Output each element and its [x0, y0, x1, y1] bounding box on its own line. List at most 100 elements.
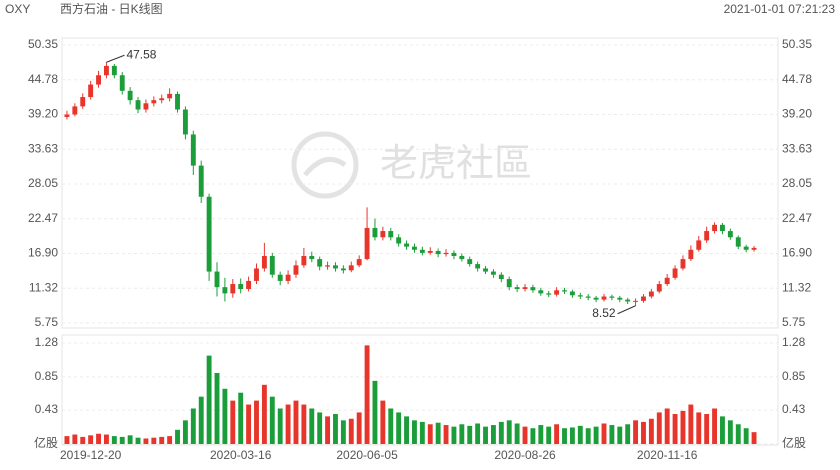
- candle-body: [198, 165, 204, 197]
- candle-body: [151, 100, 157, 104]
- volume-bar: [633, 420, 639, 444]
- volume-bar: [348, 418, 354, 444]
- volume-bar: [554, 424, 560, 444]
- volume-bar: [135, 437, 141, 444]
- candle-body: [80, 97, 86, 107]
- volume-bar: [380, 400, 386, 444]
- volume-bar: [103, 434, 109, 444]
- candle-body: [285, 274, 291, 281]
- volume-bar: [301, 404, 307, 444]
- y-tick-label-right: 22.47: [782, 211, 812, 225]
- y-tick-label: 亿股: [34, 435, 58, 450]
- volume-bar: [712, 408, 718, 444]
- candle-body: [569, 291, 575, 296]
- volume-bar: [435, 422, 441, 444]
- candle-body: [214, 271, 220, 288]
- volume-bar: [214, 372, 220, 444]
- volume-bar: [238, 392, 244, 444]
- volume-bar: [538, 425, 544, 444]
- volume-bar: [396, 412, 402, 444]
- candle-body: [743, 246, 749, 250]
- volume-bar: [459, 424, 465, 444]
- volume-bar: [246, 404, 252, 444]
- x-tick-label: 2020-11-16: [637, 448, 698, 462]
- volume-bar: [530, 428, 536, 444]
- candle-body: [625, 299, 631, 302]
- candle-body: [103, 65, 109, 76]
- candle-body: [175, 93, 180, 110]
- y-tick-label: 28.05: [28, 176, 58, 190]
- volume-bar: [585, 428, 591, 444]
- volume-bar: [190, 408, 196, 444]
- volume-bar: [277, 408, 283, 444]
- volume-bar: [427, 424, 433, 444]
- candle-body: [96, 75, 101, 85]
- candle-body: [554, 290, 560, 295]
- candle-body: [459, 255, 465, 260]
- volume-bar: [119, 436, 125, 444]
- candle-body: [167, 93, 173, 99]
- volume-bar: [727, 420, 733, 444]
- watermark: 老虎社區: [380, 143, 532, 185]
- chart-title: 西方石油 - 日K线图: [60, 1, 163, 16]
- max-label: 47.58: [126, 47, 156, 61]
- volume-bar: [680, 410, 686, 444]
- volume-bar: [577, 425, 583, 444]
- candle-body: [435, 251, 441, 255]
- timestamp: 2021-01-01 07:21:23: [724, 2, 836, 16]
- volume-bar: [751, 432, 757, 444]
- candle-body: [577, 295, 583, 297]
- candle-body: [483, 268, 488, 272]
- y-tick-label-right: 16.90: [782, 246, 812, 260]
- candle-body: [309, 255, 315, 260]
- volume-bar: [309, 408, 315, 444]
- candle-body: [230, 284, 236, 294]
- y-tick-label: 33.63: [28, 141, 58, 155]
- volume-bar: [261, 384, 267, 444]
- volume-bar: [443, 425, 449, 444]
- volume-bar: [182, 420, 188, 444]
- candle-body: [712, 224, 718, 232]
- candle-body: [356, 259, 362, 266]
- candle-body: [364, 227, 370, 260]
- candle-body: [127, 90, 133, 101]
- candle-body: [672, 268, 678, 278]
- volume-bar: [704, 414, 710, 444]
- y-tick-label: 22.47: [28, 211, 58, 225]
- candle-body: [593, 297, 599, 300]
- volume-panel: [61, 334, 779, 446]
- y-tick-label: 0.85: [35, 369, 59, 383]
- y-tick-label: 5.75: [35, 315, 59, 329]
- candle-body: [380, 231, 386, 238]
- y-tick-label: 11.32: [29, 280, 58, 294]
- volume-bar: [340, 420, 346, 444]
- candle-body: [190, 134, 196, 166]
- volume-bar: [222, 388, 228, 444]
- volume-bar: [167, 436, 173, 444]
- candle-body: [475, 264, 481, 269]
- candle-body: [111, 65, 117, 76]
- volume-bar: [475, 423, 481, 444]
- volume-bar: [159, 436, 165, 444]
- volume-bar: [285, 404, 291, 444]
- volume-bar: [451, 426, 457, 444]
- max-pointer: [106, 54, 125, 63]
- volume-bar: [372, 380, 378, 444]
- candle-body: [688, 249, 694, 260]
- volume-bar: [656, 412, 662, 444]
- candle-body: [88, 84, 94, 98]
- candle-body: [609, 296, 615, 298]
- y-tick-label: 16.90: [28, 246, 58, 260]
- candle-body: [680, 259, 686, 269]
- candle-body: [601, 296, 607, 300]
- volume-bar: [388, 408, 394, 444]
- volume-bar: [80, 436, 86, 444]
- volume-bar: [364, 345, 370, 444]
- min-pointer: [617, 305, 636, 315]
- x-tick-label: 2020-03-16: [210, 448, 272, 462]
- volume-bar: [506, 420, 512, 444]
- volume-bar: [569, 427, 575, 444]
- candle-body: [490, 271, 496, 275]
- candle-body: [427, 251, 433, 253]
